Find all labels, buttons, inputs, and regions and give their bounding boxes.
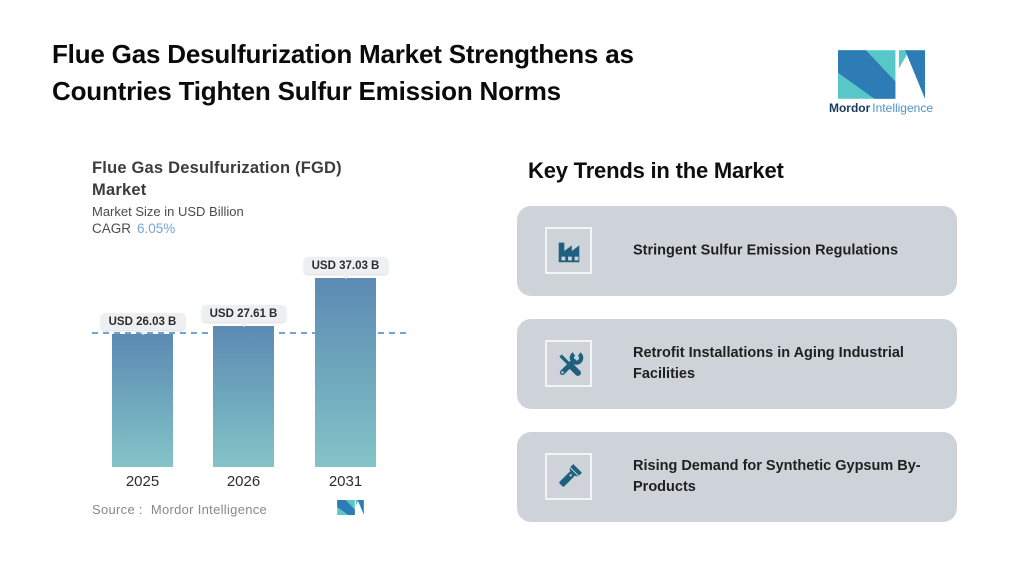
- trend-card-regulations: Stringent Sulfur Emission Regulations: [517, 206, 957, 296]
- chart-title-line2: Market: [92, 181, 147, 199]
- factory-icon: [545, 227, 592, 274]
- bar-value-label: USD 37.03 B: [303, 257, 388, 279]
- bar-value-label: USD 27.61 B: [201, 305, 286, 327]
- source: Source : Mordor Intelligence: [92, 502, 267, 517]
- bar-category-label: 2031: [328, 473, 363, 490]
- bar-2025: [112, 334, 173, 467]
- trends-heading: Key Trends in the Market: [528, 158, 784, 183]
- chart-title-line1: Flue Gas Desulfurization (FGD): [92, 159, 342, 177]
- cagr-label: CAGR: [92, 221, 132, 236]
- source-value: Mordor Intelligence: [150, 502, 268, 517]
- bar-2026: [213, 326, 274, 467]
- bar-value-label: USD 26.03 B: [100, 313, 185, 335]
- chart-cagr: CAGR 6.05%: [92, 221, 175, 236]
- bar-plot: USD 26.03 B 2025 USD 27.61 B 2026 USD 37.03 …: [92, 250, 407, 490]
- chart-subtitle: Market Size in USD Billion: [92, 204, 244, 219]
- trend-card-text: Retrofit Installations in Aging Industri…: [633, 345, 904, 382]
- page-title-line1: Flue Gas Desulfurization Market Strength…: [52, 39, 634, 69]
- bar-2031: [315, 278, 376, 467]
- brand-name: Mordor Intelligence: [821, 101, 941, 115]
- trend-card-text: Stringent Sulfur Emission Regulations: [633, 242, 899, 259]
- trend-card-text: Rising Demand for Synthetic Gypsum By-Pr…: [633, 458, 921, 495]
- trend-cards: Stringent Sulfur Emission Regulations Re…: [517, 206, 957, 545]
- brand-logo: Mordor Intelligence: [821, 50, 941, 115]
- brand-name-light: Intelligence: [872, 101, 934, 115]
- trend-card-retrofit: Retrofit Installations in Aging Industri…: [517, 319, 957, 409]
- page-title: Flue Gas Desulfurization Market Strength…: [52, 36, 752, 110]
- bar-category-label: 2025: [125, 473, 160, 490]
- trend-card-gypsum: Rising Demand for Synthetic Gypsum By-Pr…: [517, 432, 957, 522]
- bar-category-label: 2026: [226, 473, 261, 490]
- cagr-value: 6.05%: [137, 221, 176, 236]
- flashlight-icon: [545, 453, 592, 500]
- brand-name-bold: Mordor: [828, 101, 871, 115]
- source-label: Source :: [92, 502, 143, 517]
- tools-icon: [545, 340, 592, 387]
- page-title-line2: Countries Tighten Sulfur Emission Norms: [52, 76, 561, 106]
- chart-title: Flue Gas Desulfurization (FGD) Market: [92, 157, 342, 201]
